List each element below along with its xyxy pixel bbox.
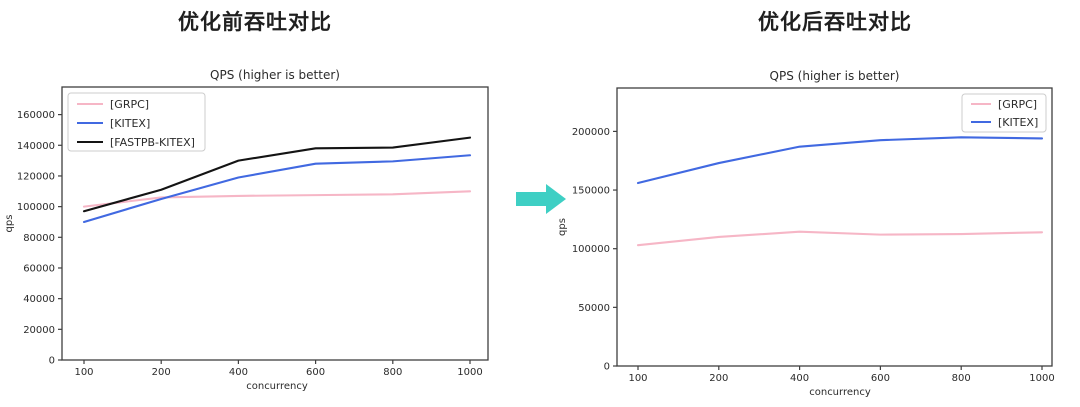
x-axis-tick-label: 1000: [1029, 373, 1054, 384]
x-axis-tick-label: 600: [871, 373, 890, 384]
y-axis-tick-label: 80000: [23, 233, 55, 244]
chart-title: QPS (higher is better): [770, 69, 900, 83]
chart-title: QPS (higher is better): [210, 68, 340, 82]
y-axis-tick-label: 200000: [572, 127, 610, 138]
legend-label-1: [GRPC]: [110, 98, 149, 111]
x-axis-tick-label: 400: [790, 373, 809, 384]
y-axis-tick-label: 50000: [578, 303, 610, 314]
series-line-grpc: [636, 230, 1044, 247]
x-axis-tick-label: 600: [306, 367, 325, 378]
y-axis-tick-label: 40000: [23, 294, 55, 305]
transform-arrow: [510, 178, 572, 220]
y-axis-label: qps: [4, 215, 15, 233]
y-axis-tick-label: 0: [49, 356, 55, 367]
legend-label-2: [KITEX]: [110, 117, 150, 130]
series-line-kitex: [636, 136, 1044, 185]
figure-title-before: 优化前吞吐对比: [178, 10, 332, 34]
legend-label-3: [FASTPB-KITEX]: [110, 136, 195, 149]
x-axis-label: concurrency: [809, 387, 871, 398]
legend-box: [67, 92, 206, 152]
y-axis-tick-label: 100000: [17, 202, 55, 213]
legend-label-1: [GRPC]: [998, 98, 1037, 111]
x-axis-tick-label: 100: [628, 373, 647, 384]
y-axis-tick-label: 120000: [17, 171, 55, 182]
x-axis-tick-label: 200: [152, 367, 171, 378]
x-axis-tick-label: 800: [383, 367, 402, 378]
x-axis-tick-label: 100: [74, 367, 93, 378]
plot-border: [61, 86, 489, 361]
y-axis-tick-label: 20000: [23, 325, 55, 336]
y-axis-tick-label: 0: [604, 362, 610, 373]
series-line-grpc: [82, 190, 472, 208]
series-line-kitex: [82, 154, 472, 224]
x-axis-tick-label: 800: [952, 373, 971, 384]
y-axis-tick-label: 60000: [23, 263, 55, 274]
y-axis-tick-label: 160000: [17, 110, 55, 121]
x-axis-label: concurrency: [246, 381, 308, 392]
chart-before: 0 20000 40000 60000 80000 100000 120000 140000 1…: [4, 68, 489, 392]
x-axis-tick-label: 1000: [457, 367, 482, 378]
y-axis-tick-label: 150000: [572, 186, 610, 197]
figure-title-after: 优化后吞吐对比: [758, 10, 912, 34]
series-line-fastpb-kitex: [82, 136, 472, 213]
right-arrow-icon: [516, 184, 566, 214]
y-axis-label: qps: [557, 218, 568, 236]
x-axis-tick-label: 400: [229, 367, 248, 378]
x-axis-tick-label: 200: [709, 373, 728, 384]
y-axis-tick-label: 100000: [572, 244, 610, 255]
y-axis-tick-label: 140000: [17, 141, 55, 152]
plot-border: [616, 87, 1053, 367]
legend-label-2: [KITEX]: [998, 116, 1038, 129]
